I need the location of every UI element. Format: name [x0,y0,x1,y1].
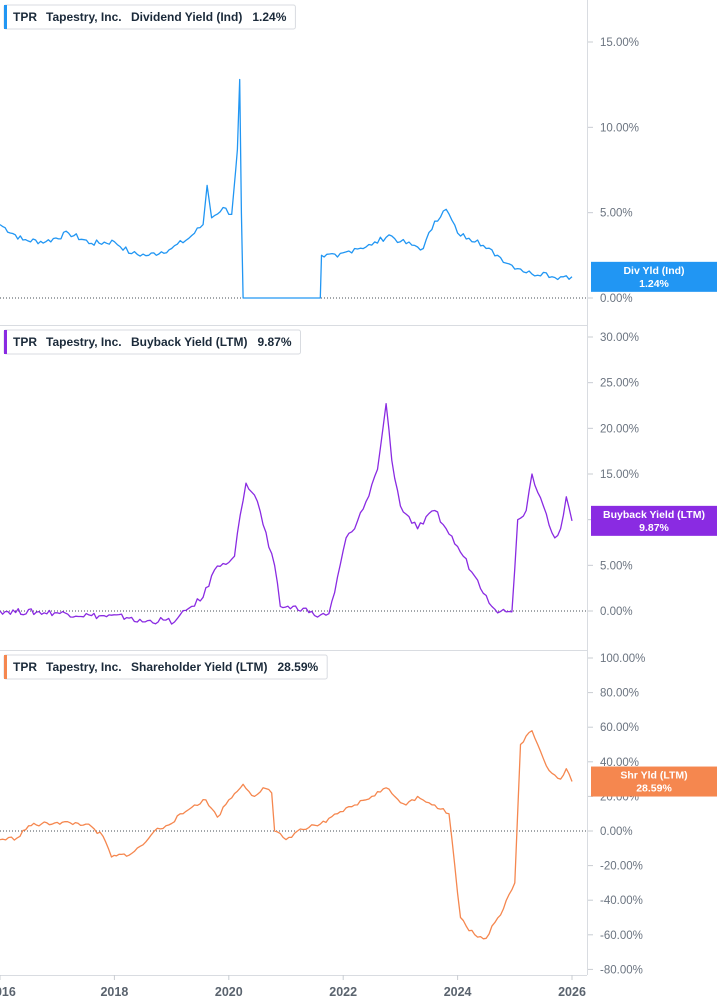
legend-company: Tapestry, Inc. [46,660,122,674]
x-axis: 2016 2018 2020 2022 2024 2026 [0,975,586,999]
value-tag-bg [591,766,717,797]
value-tag-label: Div Yld (Ind) [623,265,684,277]
legend-color-swatch [4,655,7,679]
legend-company: Tapestry, Inc. [46,335,122,349]
value-tag: Buyback Yield (LTM)9.87% [591,505,717,536]
y-tick-label: 15.00% [600,469,639,481]
y-tick-label: 10.00% [600,122,639,134]
legend-ticker: TPR [13,10,37,24]
legend-color-swatch [4,5,7,29]
y-tick-label: 60.00% [600,722,639,734]
value-tag-value: 28.59% [636,783,672,795]
y-tick-label: -20.00% [600,861,643,873]
y-tick-label: 20.00% [600,423,639,435]
y-tick-label: 30.00% [600,332,639,344]
value-tag-value: 1.24% [639,278,669,290]
value-tag-value: 9.87% [639,522,669,534]
y-tick-label: 5.00% [600,208,633,220]
value-tag-label: Shr Yld (LTM) [620,770,687,782]
legend-metric: Buyback Yield (LTM) [131,335,247,349]
legend-ticker: TPR [13,660,37,674]
legend: TPR Tapestry, Inc. Dividend Yield (Ind) 1.2… [3,4,296,30]
legend-metric: Shareholder Yield (LTM) [131,660,267,674]
chart-panel-3: -80.00%-60.00%-40.00%-20.00%0.00%20.00%4… [0,653,717,976]
x-tick-label: 2026 [558,985,586,999]
legend-ticker: TPR [13,335,37,349]
x-tick-label: 2016 [0,985,16,999]
series-line [0,730,573,940]
value-tag: Shr Yld (LTM)28.59% [591,766,717,797]
y-tick-label: -40.00% [600,895,643,907]
chart-panel-2: 0.00%5.00%10.00%15.00%20.00%25.00%30.00%… [0,329,717,625]
series-line [0,78,573,299]
legend-current-value: 28.59% [277,660,318,674]
y-tick-label: 25.00% [600,378,639,390]
value-tag-bg [591,505,717,536]
y-tick-label: -60.00% [600,930,643,942]
legend: TPR Tapestry, Inc. Shareholder Yield (LTM)… [3,654,328,680]
y-tick-label: 5.00% [600,560,633,572]
value-tag-label: Buyback Yield (LTM) [603,509,705,521]
y-tick-label: 15.00% [600,37,639,49]
x-tick-label: 2018 [100,985,128,999]
legend: TPR Tapestry, Inc. Buyback Yield (LTM) 9.87… [3,329,301,355]
y-tick-label: -80.00% [600,964,643,976]
legend-current-value: 9.87% [257,335,291,349]
legend-company: Tapestry, Inc. [46,10,122,24]
value-tag: Div Yld (Ind)1.24% [591,261,717,292]
y-tick-label: 0.00% [600,606,633,618]
legend-current-value: 1.24% [252,10,286,24]
series-line [0,403,573,625]
chart-panel-1: 0.00% 5.00% 10.00% 15.00% TPR Tapestry, Inc. D… [0,4,717,305]
y-tick-label: 40.00% [600,757,639,769]
y-tick-label: 0.00% [600,293,633,305]
y-tick-label: 0.00% [600,826,633,838]
value-tag-bg [591,261,717,292]
legend-color-swatch [4,330,7,354]
x-tick-label: 2024 [444,985,472,999]
legend-metric: Dividend Yield (Ind) [131,10,242,24]
x-tick-label: 2020 [215,985,243,999]
y-tick-label: 80.00% [600,688,639,700]
x-tick-label: 2022 [329,985,357,999]
y-tick-label: 100.00% [600,653,645,665]
